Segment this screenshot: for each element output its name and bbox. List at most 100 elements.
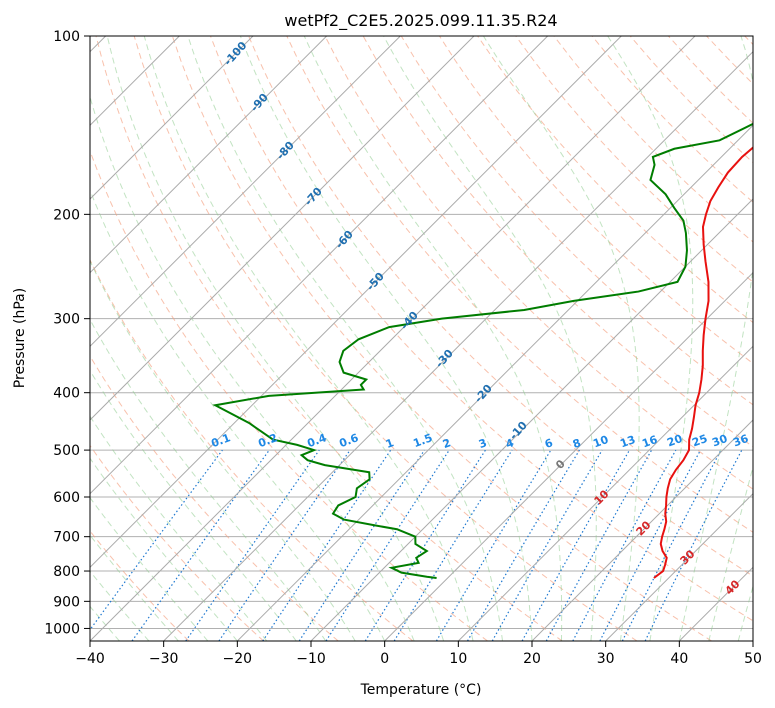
dry-adiabat-line (210, 36, 753, 622)
moist-adiabat-line (106, 36, 445, 641)
moist-adiabat-line (239, 36, 533, 641)
y-tick-label: 600 (53, 490, 80, 506)
mixing-ratio-label: 36 (731, 432, 750, 450)
axes-layer: −40 −30 −20 −10 0 10 20 30 40 50 100 200 300 400 500 6… (44, 29, 762, 667)
y-axis: 100 200 300 400 500 600 700 800 900 1000 (44, 29, 90, 637)
mixing-ratio-label: 30 (710, 432, 729, 450)
mixing-ratio-line (90, 449, 223, 631)
moist-adiabat-line (607, 36, 694, 641)
dry-adiabat-line (95, 36, 563, 641)
x-tick-label: 30 (597, 651, 615, 667)
mixing-ratio-label: 13 (618, 433, 637, 450)
x-axis: −40 −30 −20 −10 0 10 20 30 40 50 (75, 641, 762, 667)
mixing-ratio-label: 0.4 (305, 431, 328, 450)
mixing-ratio-label: 0.2 (256, 431, 279, 450)
chart-title: wetPf2_C2E5.2025.099.11.35.R24 (284, 11, 557, 31)
dry-adiabat-line (515, 36, 753, 283)
mixing-ratio-line (572, 449, 677, 641)
dry-adiabat-line (90, 355, 339, 641)
profile-layer (212, 122, 753, 580)
moist-adiabat-line (708, 465, 753, 641)
moist-adiabat-line (383, 36, 597, 641)
isotherm-layer (90, 36, 753, 641)
x-tick-label: −10 (296, 651, 326, 667)
x-tick-label: 20 (523, 651, 541, 667)
dewpoint-profile-line (212, 122, 753, 580)
y-tick-label: 500 (53, 443, 80, 459)
y-tick-label: 200 (53, 207, 80, 223)
y-tick-label: 900 (53, 594, 80, 610)
y-tick-label: 100 (53, 29, 80, 45)
isotherm-line (90, 36, 328, 274)
dry-adiabat-line (248, 36, 753, 577)
isotherm-line (90, 36, 475, 421)
x-tick-label: 0 (380, 651, 389, 667)
mixing-ratio-label: 25 (690, 432, 709, 449)
moist-adiabat-layer (90, 36, 753, 641)
mixing-ratio-label: 20 (665, 432, 684, 450)
isotherm-line (163, 50, 753, 641)
mixing-ratio-line (185, 449, 320, 641)
plot-background (90, 36, 753, 641)
isotherm-line (310, 198, 753, 641)
mixing-ratio-line (545, 449, 653, 641)
mixing-ratio-label: 10 (591, 433, 610, 451)
mixing-ratio-label: 16 (640, 433, 659, 451)
isotherm-line (605, 492, 753, 641)
isotherm-line (531, 419, 753, 641)
x-tick-label: −40 (75, 651, 105, 667)
isotherm-line (457, 345, 753, 641)
moist-adiabat-line (90, 259, 356, 641)
mixing-ratio-label: 0.1 (209, 431, 232, 450)
mixing-ratio-line (131, 449, 270, 641)
mixing-ratio-line (521, 449, 631, 641)
dry-adiabat-line (90, 258, 414, 641)
moist-adiabat-line (482, 36, 640, 641)
mixing-ratio-line (644, 449, 743, 641)
mixing-ratio-label: 0.6 (337, 431, 360, 450)
x-tick-label: −20 (223, 651, 253, 667)
y-tick-label: 300 (53, 312, 80, 328)
isotherm-line (90, 36, 549, 495)
moist-adiabat-line (90, 457, 238, 641)
plot-frame (89, 35, 754, 642)
isotherm-line (236, 124, 753, 641)
dry-adiabat-line (133, 36, 638, 641)
y-axis-title: Pressure (hPa) (12, 288, 28, 388)
mixing-ratio-label: 3 (477, 436, 489, 451)
dry-adiabat-line (90, 444, 264, 641)
y-tick-label: 1000 (44, 621, 80, 637)
moist-adiabat-line (90, 415, 268, 641)
x-tick-label: 50 (744, 651, 762, 667)
mixing-ratio-label: 4 (504, 436, 516, 451)
temperature-profile-line (653, 146, 753, 579)
moist-adiabat-line (90, 369, 297, 641)
x-axis-title: Temperature (°C) (360, 682, 482, 698)
moist-adiabat-line (90, 188, 386, 641)
mixing-ratio-line (393, 449, 513, 641)
moist-adiabat-line (678, 36, 753, 641)
mixing-ratio-line (262, 449, 392, 641)
y-tick-label: 800 (53, 564, 80, 580)
moist-adiabat-line (303, 36, 563, 641)
isotherm-line (90, 36, 401, 348)
isotherm-line (90, 36, 622, 569)
y-tick-label: 700 (53, 530, 80, 546)
isotherm-line (384, 271, 753, 641)
grid-layer (90, 36, 753, 629)
moist-adiabat-line (187, 36, 504, 641)
mixing-ratio-label: 6 (543, 436, 555, 451)
x-tick-label: 40 (670, 651, 688, 667)
mixing-ratio-line (218, 449, 351, 641)
dry-adiabat-line (324, 36, 753, 490)
moist-adiabat-line (737, 584, 753, 641)
mixing-ratio-line (325, 449, 450, 641)
dry-adiabat-line (171, 36, 712, 641)
dry-adiabat-layer (90, 36, 753, 641)
moist-adiabat-line (143, 36, 474, 641)
mixing-ratio-layer (90, 449, 743, 641)
mixing-ratio-label: 1 (384, 436, 396, 451)
mixing-ratio-label: 8 (571, 436, 583, 451)
